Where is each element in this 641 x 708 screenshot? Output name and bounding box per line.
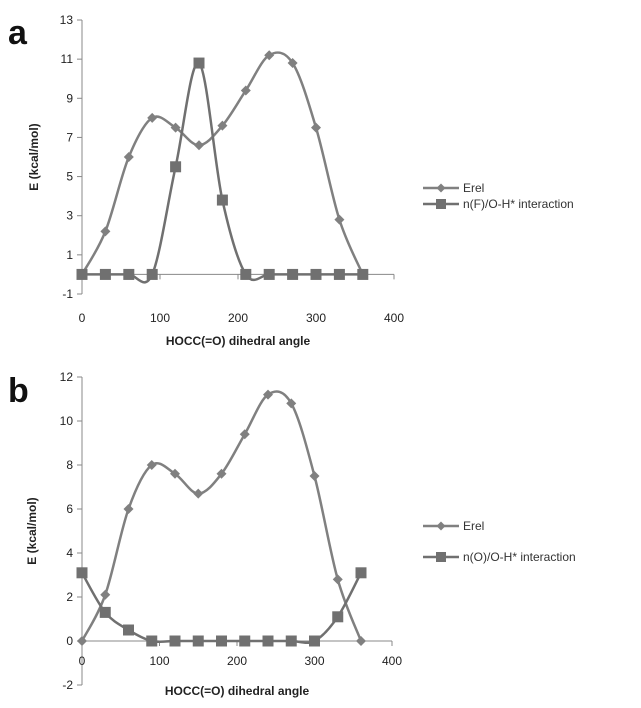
- chart-a-y-tick-label: -1: [62, 287, 73, 301]
- chart-a-x-tick-label: 0: [79, 311, 86, 325]
- chart-b-series-interaction-point: [76, 567, 88, 579]
- chart-b-x-tick-label: 100: [149, 654, 169, 668]
- chart-b-y-tick-label: 8: [66, 458, 73, 472]
- chart-a-y-tick-label: 9: [66, 91, 73, 105]
- chart-a-y-tick-label: 13: [60, 13, 74, 27]
- chart-a-series-erel-point: [334, 214, 345, 225]
- chart-b-y-tick-label: 10: [60, 414, 74, 428]
- chart-b-series-interaction-point: [239, 635, 251, 647]
- chart-b-y-tick-label: -2: [62, 678, 73, 692]
- chart-b-y-axis-title: E (kcal/mol): [25, 497, 39, 564]
- chart-b-x-axis-title: HOCC(=O) dihedral angle: [165, 684, 310, 698]
- chart-a-x-tick-label: 100: [150, 311, 170, 325]
- chart-a-series-erel-point: [264, 50, 275, 61]
- chart-b-series-erel-point: [239, 429, 250, 440]
- chart-b-series-erel-legend-label: Erel: [463, 519, 484, 533]
- chart-a-x-tick-label: 300: [306, 311, 326, 325]
- chart-a-series-interaction-point: [123, 268, 135, 280]
- chart-b-series-erel-point: [309, 471, 320, 481]
- chart-b-series-interaction-point: [332, 611, 344, 623]
- chart-b-series-erel-point: [77, 636, 87, 646]
- chart-a-series-erel-legend-label: Erel: [463, 181, 484, 195]
- chart-a-x-tick-label: 400: [384, 311, 404, 325]
- chart-b-x-tick-label: 0: [79, 654, 86, 668]
- chart-a-y-tick-label: 5: [66, 170, 73, 184]
- chart-a-series-interaction-point: [76, 268, 88, 280]
- chart-b-y-tick-label: 0: [66, 634, 73, 648]
- chart-b-series-interaction-point: [146, 635, 158, 647]
- chart-a-series-interaction-point: [240, 268, 252, 280]
- chart-panel-a: a -1 1 3 5 7 9 11 13 0 100 200 300 400 HOCC(=O) dihed…: [8, 13, 574, 348]
- chart-a-series-erel-point: [194, 140, 204, 151]
- chart-a-series-interaction-point: [310, 268, 322, 280]
- chart-b-y-tick-label: 6: [66, 502, 73, 516]
- chart-b-series-erel-point: [286, 398, 297, 409]
- chart-b-series-erel-point: [193, 488, 204, 499]
- panel-label-a: a: [8, 14, 27, 52]
- chart-b-series-interaction-point: [355, 567, 367, 579]
- chart-b-svg: -2 0 2 4 6 8 10 12 0 100 200 300 400 HOCC(=O) dihedra…: [25, 370, 576, 698]
- chart-a-series-erel-point: [147, 112, 158, 123]
- chart-a-x-tick-label: 200: [228, 311, 248, 325]
- chart-a-series-interaction-point: [99, 268, 111, 280]
- chart-b-series-interaction-point: [309, 635, 320, 647]
- chart-b-series-erel-legend-marker: [436, 521, 446, 531]
- chart-b-y-tick-label: 4: [66, 546, 73, 560]
- chart-a-series-interaction-point: [170, 161, 182, 173]
- chart-a-series-erel-point: [100, 226, 111, 237]
- chart-a-series-erel-point: [287, 58, 298, 69]
- chart-a-series-erel-point: [311, 122, 321, 133]
- chart-a-series-erel-point: [170, 122, 181, 133]
- chart-a-series-erel-point: [123, 152, 134, 162]
- chart-a-series-interaction-point: [263, 268, 275, 280]
- chart-a-series-interaction-point: [193, 57, 205, 69]
- panel-label-b: b: [8, 372, 29, 410]
- chart-b-series-interaction-legend-label: n(O)/O-H* interaction: [463, 550, 576, 564]
- chart-b-x-tick-label: 300: [304, 654, 324, 668]
- chart-b-x-tick-label: 400: [382, 654, 402, 668]
- chart-a-series-interaction-point: [287, 268, 299, 280]
- chart-b-series-erel-point: [332, 574, 343, 585]
- chart-a-y-tick-label: 1: [66, 248, 73, 262]
- chart-b-y-tick-label: 2: [66, 590, 73, 604]
- chart-a-y-tick-label: 3: [66, 209, 73, 223]
- chart-a-series-interaction-point: [146, 268, 158, 280]
- chart-b-series-erel-line: [80, 390, 363, 642]
- chart-b-series-interaction-point: [285, 635, 297, 647]
- chart-b-y-tick-label: 12: [60, 370, 74, 384]
- chart-b-series-interaction-point: [123, 624, 134, 636]
- chart-a-x-axis-title: HOCC(=O) dihedral angle: [166, 334, 311, 348]
- chart-b-series-interaction-point: [99, 606, 111, 618]
- chart-b-series-erel-point: [263, 389, 273, 400]
- chart-b-series-interaction-point: [216, 635, 227, 647]
- chart-b-series-interaction-point: [262, 635, 274, 647]
- chart-a-series-interaction-point: [216, 194, 228, 206]
- chart-a-series-interaction-legend-marker: [436, 199, 446, 209]
- chart-a-series-erel-point: [240, 85, 251, 96]
- chart-a-series-erel-line: [80, 51, 364, 276]
- chart-b-series-interaction-legend-marker: [436, 552, 446, 562]
- chart-b-series-erel-point: [100, 589, 111, 600]
- chart-a-series-erel-point: [217, 120, 228, 131]
- chart-a-series-interaction-point: [357, 268, 369, 280]
- chart-b-series-erel-point: [356, 636, 366, 646]
- chart-b-series-erel-point: [146, 460, 157, 470]
- chart-b-series-interaction-point: [169, 635, 181, 647]
- chart-b-series-erel-point: [216, 468, 227, 479]
- chart-a-series-interaction-point: [333, 268, 345, 280]
- chart-b-x-tick-label: 200: [227, 654, 247, 668]
- chart-b-series-erel-point: [170, 468, 180, 479]
- chart-a-series-interaction-legend-label: n(F)/O-H* interaction: [463, 197, 574, 211]
- chart-a-series-erel-legend-marker: [436, 183, 446, 193]
- chart-panel-b: b -2 0 2 4 6 8 10 12 0 100 200 300 400 HOCC(=O) dihed…: [0, 354, 641, 708]
- chart-a-y-tick-label: 11: [61, 52, 74, 66]
- chart-a-y-axis-title: E (kcal/mol): [27, 123, 41, 190]
- chart-a-y-tick-label: 7: [66, 130, 73, 144]
- chart-b-series-erel-point: [123, 504, 134, 514]
- chart-b-series-interaction-point: [192, 635, 204, 647]
